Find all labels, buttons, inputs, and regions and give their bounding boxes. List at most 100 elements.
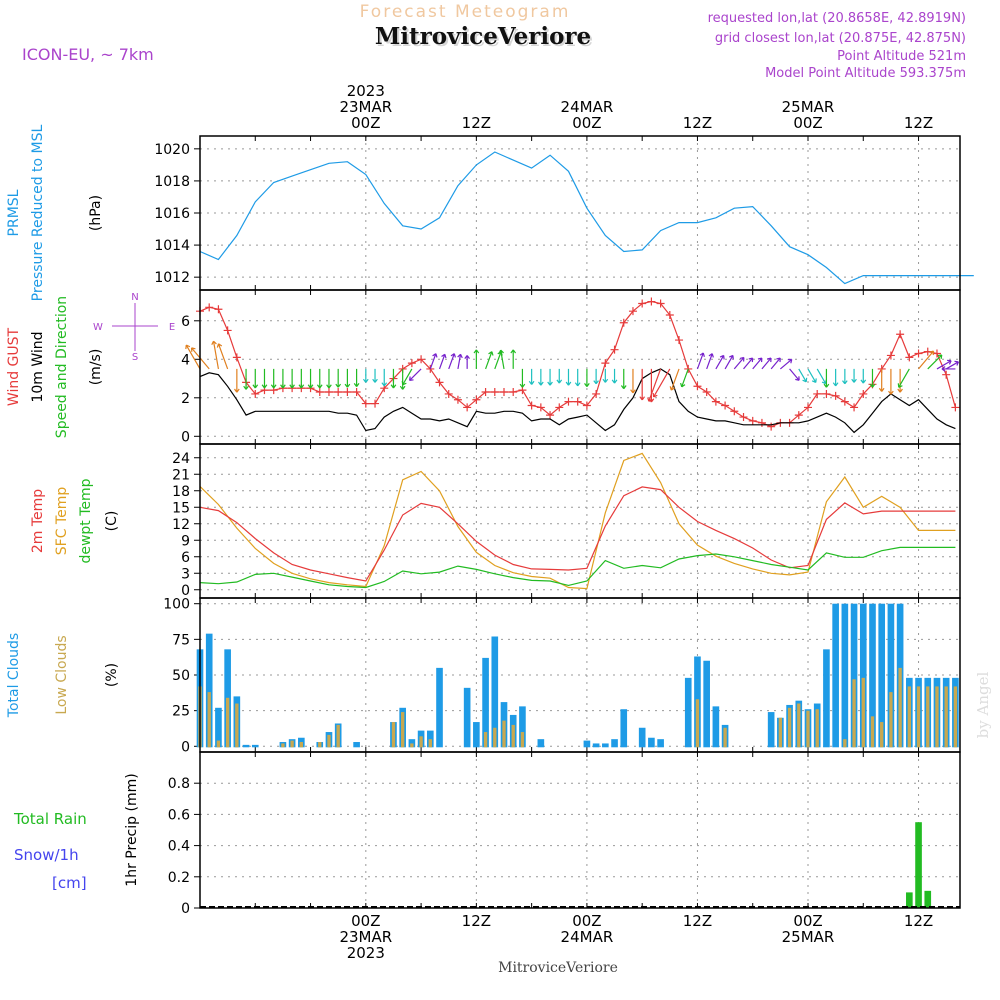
gust-marker (555, 403, 564, 412)
gust-line (199, 300, 956, 428)
panel-side-label: PRMSL (6, 189, 22, 236)
y-tick-label: 0 (181, 901, 190, 917)
wind-direction-arrow (252, 368, 259, 389)
chart-panels: 1012101410161018102002460369121518212402… (154, 135, 974, 917)
total-cloud-bar (823, 649, 830, 748)
wind-direction-arrow (680, 368, 689, 388)
top-time-label: 00Z (793, 114, 822, 132)
wind-direction-arrow (547, 368, 553, 386)
low-cloud-bar (235, 703, 239, 748)
wind-direction-arrow (743, 357, 754, 370)
total-cloud-bar (491, 636, 499, 748)
y-tick-label: 1016 (154, 206, 190, 222)
wind-direction-arrow (538, 368, 544, 386)
wind-direction-arrow (390, 368, 397, 389)
panel-frame (199, 751, 961, 909)
precip-unit-label: [cm] (52, 874, 87, 892)
total-cloud-bar (242, 744, 250, 748)
model-point-altitude: Model Point Altitude 593.375m (765, 66, 966, 81)
gust-marker (730, 407, 739, 416)
gust-marker (905, 353, 914, 362)
point-altitude: Point Altitude 521m (837, 49, 966, 64)
panel-side-label: Total Clouds (6, 633, 22, 718)
header: Forecast Meteogram MitroviceVeriore Mitr… (22, 2, 992, 976)
total-cloud-bar (657, 739, 664, 748)
total-cloud-bar (767, 712, 775, 748)
wind-direction-arrow (408, 368, 422, 382)
wind-direction-arrow (878, 368, 885, 392)
top-time-label: 00Z (351, 114, 380, 132)
wind-direction-arrow (401, 368, 413, 386)
top-time-label: 00Z (572, 114, 601, 132)
gust-marker (435, 378, 444, 387)
precip-axis-label: 1hr Precip (mm) (124, 773, 140, 886)
low-cloud-bar (327, 734, 331, 748)
wind-direction-arrow (280, 368, 286, 389)
gust-marker (205, 303, 214, 312)
y-tick-label: 15 (172, 500, 190, 516)
wind-direction-arrow (498, 349, 505, 370)
wind-direction-arrow (289, 368, 295, 389)
closest-coords: grid closest lon,lat (20.875E, 42.875N) (715, 31, 966, 46)
low-cloud-bar (935, 686, 939, 748)
total-cloud-bar (869, 603, 876, 748)
wind-direction-arrow (816, 368, 827, 385)
gust-marker (518, 386, 527, 395)
gust-marker (656, 299, 665, 308)
y-tick-label: 6 (181, 550, 190, 566)
total-cloud-bar (684, 677, 692, 748)
total-cloud-bar (408, 739, 416, 748)
bottom-time-label: 23MAR (339, 928, 392, 946)
wind-direction-arrow (724, 354, 734, 370)
wind-direction-arrow (888, 368, 894, 395)
low-cloud-bar (907, 686, 911, 748)
gust-marker (721, 401, 730, 410)
y-tick-label: 1012 (154, 270, 190, 286)
gust-marker (886, 351, 895, 360)
low-cloud-bar (889, 692, 893, 748)
location-title: MitroviceVeriore (375, 23, 591, 50)
wind-direction-arrow (473, 349, 480, 369)
low-cloud-bar (410, 743, 414, 748)
gust-marker (739, 413, 748, 422)
panel-side-label: Pressure Reduced to MSL (30, 124, 46, 301)
gust-marker (481, 388, 490, 397)
total-cloud-bar (703, 660, 710, 748)
gust-marker (536, 403, 545, 412)
wind-direction-arrow (438, 353, 447, 370)
low-cloud-bar (318, 742, 322, 748)
gust-marker (444, 389, 453, 398)
gust-marker (232, 353, 241, 362)
total-cloud-bar (878, 603, 886, 748)
wind-direction-arrow (696, 352, 705, 370)
rain-bar (924, 890, 932, 908)
wind-direction-arrow (372, 368, 378, 383)
gust-marker (850, 403, 859, 412)
wind-direction-arrow (936, 359, 952, 370)
wind-direction-arrow (574, 368, 581, 387)
bottom-time-label: 12Z (683, 912, 712, 930)
wind-direction-arrow (362, 368, 369, 383)
total-cloud-bar (620, 709, 628, 748)
low-cloud-bar (290, 740, 294, 748)
wind-direction-arrow (832, 368, 839, 387)
gust-marker (361, 399, 370, 408)
panel-side-label: Wind GUST (6, 327, 22, 406)
gust-marker (251, 389, 260, 398)
wind-direction-arrow (652, 368, 671, 398)
total-cloud-bar (583, 740, 591, 748)
top-time-label: 25MAR (782, 98, 835, 116)
compass-south: S (132, 352, 138, 363)
compass-east: E (169, 322, 175, 333)
bottom-time-label: 00Z (351, 912, 380, 930)
low-cloud-bar (944, 686, 948, 748)
compass-north: N (131, 292, 138, 303)
gust-marker (343, 388, 352, 397)
gust-marker (352, 388, 361, 397)
y-tick-label: 2 (181, 391, 190, 407)
y-tick-label: 1014 (154, 238, 190, 254)
low-cloud-bar (815, 709, 819, 748)
wind-direction-arrow (869, 368, 876, 388)
total-cloud-bar (519, 706, 526, 748)
